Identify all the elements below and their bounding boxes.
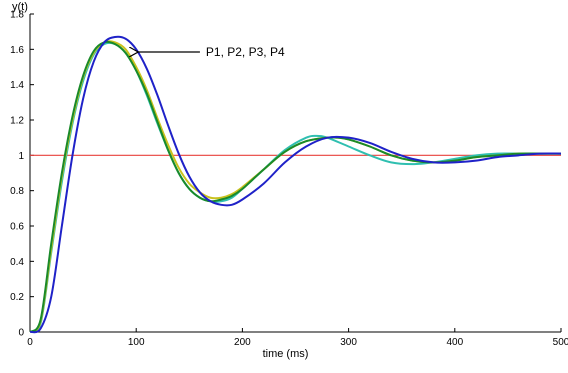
series-line-1 bbox=[29, 41, 561, 334]
y-tick-label: 1.2 bbox=[10, 116, 24, 127]
y-tick-label: 1 bbox=[18, 151, 24, 162]
y-tick-label: 0.8 bbox=[10, 186, 24, 197]
y-tick-label: 1.6 bbox=[10, 45, 24, 56]
x-tick-label: 200 bbox=[234, 337, 251, 348]
y-axis-title: y(t) bbox=[12, 1, 28, 13]
annotation-label: P1, P2, P3, P4 bbox=[206, 45, 285, 59]
x-tick-label: 0 bbox=[27, 337, 33, 348]
series-line-4 bbox=[29, 35, 562, 334]
y-tick-label: 1.4 bbox=[10, 80, 24, 91]
y-tick-label: 0.6 bbox=[10, 222, 24, 233]
x-tick-label: 400 bbox=[446, 337, 463, 348]
series-line-2 bbox=[29, 40, 561, 333]
y-tick-label: 0.4 bbox=[10, 257, 24, 268]
x-tick-label: 300 bbox=[340, 337, 357, 348]
y-tick-label: 1.8 bbox=[10, 10, 24, 21]
x-tick-label: 100 bbox=[128, 337, 145, 348]
y-tick-label: 0.2 bbox=[10, 292, 24, 303]
y-tick-label: 0 bbox=[18, 328, 24, 339]
x-tick-label: 500 bbox=[553, 337, 568, 348]
x-axis-title: time (ms) bbox=[263, 348, 309, 360]
series-line-3 bbox=[29, 40, 561, 333]
